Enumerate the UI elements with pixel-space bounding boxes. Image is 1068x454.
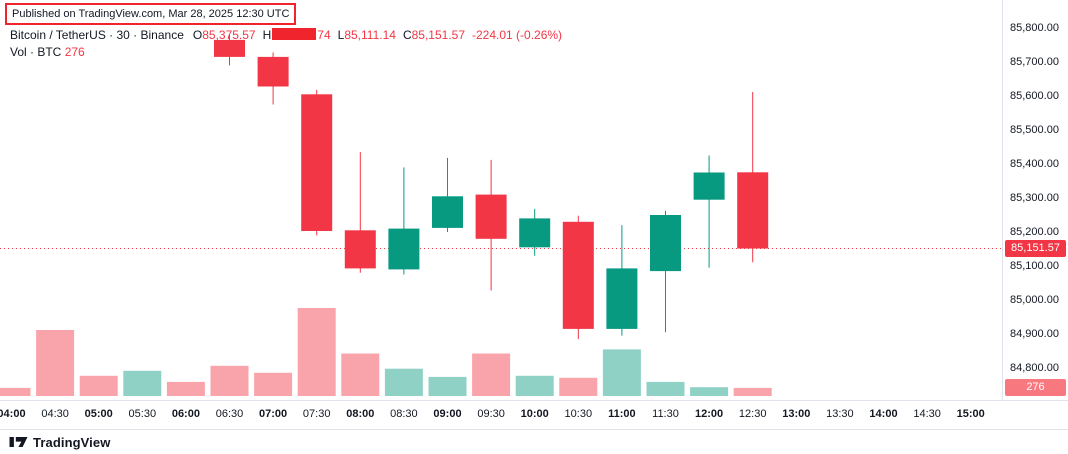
- volume-bar-05:30: [123, 370, 162, 396]
- time-tick: 13:30: [826, 408, 854, 420]
- volume-bar-10:00: [515, 375, 554, 396]
- time-axis[interactable]: 04:00 04:30 05:00 05:30 06:00 06:30 07:00 07:30…: [0, 400, 1068, 429]
- candle-body-07:00[interactable]: [257, 56, 289, 87]
- legend-row-volume: Vol · BTC 276: [10, 44, 562, 61]
- high-value-redaction-box: [272, 28, 317, 40]
- volume-bar-11:30: [646, 381, 685, 396]
- tradingview-logo-icon[interactable]: [9, 435, 28, 449]
- price-tick: 84,900.00: [1010, 328, 1059, 340]
- legend: Bitcoin / TetherUS · 30 · Binance O85,375…: [10, 27, 562, 61]
- price-tick: 85,800.00: [1010, 22, 1059, 34]
- close-label: C: [402, 28, 412, 42]
- candle-body-08:30[interactable]: [388, 228, 420, 270]
- price-axis[interactable]: 85,151.57 276 85,800.00 85,700.00 85,600.0…: [1002, 0, 1068, 429]
- legend-row-symbol: Bitcoin / TetherUS · 30 · Binance O85,375…: [10, 27, 562, 44]
- price-tick: 85,100.00: [1010, 260, 1059, 272]
- volume-bar-09:30: [472, 353, 511, 396]
- volume-bar-10:30: [559, 377, 598, 396]
- volume-bar-09:00: [428, 376, 467, 396]
- candle-body-08:00[interactable]: [344, 230, 376, 269]
- volume-label[interactable]: Vol · BTC: [10, 45, 62, 59]
- time-tick: 08:30: [390, 408, 418, 420]
- candle-body-06:30[interactable]: [214, 39, 245, 57]
- price-tick: 85,600.00: [1010, 90, 1059, 102]
- close-value: 85,151.57: [411, 28, 465, 42]
- time-tick: 09:30: [477, 408, 505, 420]
- price-tick: 85,500.00: [1010, 124, 1059, 136]
- time-tick: 05:30: [128, 408, 157, 420]
- volume-bar-08:00: [341, 353, 380, 396]
- time-tick: 04:30: [41, 408, 69, 420]
- time-tick: 12:30: [738, 408, 767, 420]
- price-tick: 85,400.00: [1010, 158, 1059, 170]
- footer: TradingView: [0, 429, 1068, 454]
- candle-body-10:30[interactable]: [562, 221, 594, 329]
- volume-bar-06:00: [166, 381, 205, 396]
- publish-note: Published on TradingView.com, Mar 28, 20…: [5, 3, 297, 25]
- chart-pane[interactable]: [0, 0, 1002, 400]
- chart-canvas[interactable]: [0, 0, 1002, 400]
- time-tick: 06:00: [171, 408, 200, 420]
- time-tick: 14:00: [869, 408, 898, 420]
- volume-bar-04:00: [0, 387, 31, 396]
- time-tick: 11:30: [652, 408, 679, 420]
- candle-body-11:00[interactable]: [606, 268, 638, 329]
- candle-body-10:00[interactable]: [519, 218, 551, 248]
- symbol-title[interactable]: Bitcoin / TetherUS · 30 · Binance: [10, 28, 184, 42]
- candle-body-12:00[interactable]: [693, 172, 725, 200]
- time-tick: 11:00: [608, 408, 636, 420]
- price-tick: 85,000.00: [1010, 294, 1059, 306]
- volume-bar-05:00: [79, 375, 118, 396]
- time-tick: 10:30: [564, 408, 593, 420]
- candle-body-07:30[interactable]: [301, 94, 333, 231]
- volume-bar-08:30: [384, 368, 423, 396]
- price-tick: 85,200.00: [1010, 226, 1059, 238]
- time-tick: 13:00: [782, 408, 811, 420]
- time-tick: 04:00: [0, 408, 26, 420]
- candle-body-12:30[interactable]: [737, 172, 769, 249]
- low-value: 85,111.14: [344, 28, 396, 42]
- tradingview-brand[interactable]: TradingView: [33, 434, 111, 450]
- low-label: L: [337, 28, 345, 42]
- candle-body-09:00[interactable]: [432, 196, 463, 228]
- candle-body-09:30[interactable]: [475, 194, 507, 239]
- volume-bar-12:30: [733, 387, 772, 396]
- volume-bar-07:30: [297, 308, 336, 396]
- candle-body-11:30[interactable]: [650, 215, 681, 272]
- time-tick: 10:00: [520, 408, 549, 420]
- price-tick: 85,300.00: [1010, 192, 1059, 204]
- time-tick: 14:30: [913, 408, 941, 420]
- open-label: O: [192, 28, 203, 42]
- volume-bar-11:00: [602, 349, 641, 396]
- price-tick: 85,700.00: [1010, 56, 1059, 68]
- time-tick: 07:00: [259, 408, 288, 420]
- time-tick: 05:00: [84, 408, 113, 420]
- volume-bar-06:30: [210, 365, 249, 396]
- last-price-tag: 85,151.57: [1005, 239, 1066, 257]
- volume-bar-04:30: [36, 330, 75, 396]
- change-value: -224.01 (-0.26%): [472, 28, 563, 42]
- high-value-visible: 74: [317, 28, 331, 42]
- time-tick: 08:00: [346, 408, 375, 420]
- time-tick: 09:00: [433, 408, 462, 420]
- time-tick: 15:00: [956, 408, 985, 420]
- volume-tag: 276: [1005, 379, 1066, 397]
- volume-bar-07:00: [254, 372, 293, 396]
- volume-value: 276: [64, 45, 85, 59]
- open-value: 85,375.57: [202, 28, 256, 42]
- time-tick: 06:30: [215, 408, 244, 420]
- time-tick: 12:00: [695, 408, 724, 420]
- volume-bar-12:00: [690, 387, 729, 396]
- price-tick: 84,800.00: [1010, 362, 1059, 374]
- high-label: H: [262, 28, 272, 42]
- time-tick: 07:30: [302, 408, 331, 420]
